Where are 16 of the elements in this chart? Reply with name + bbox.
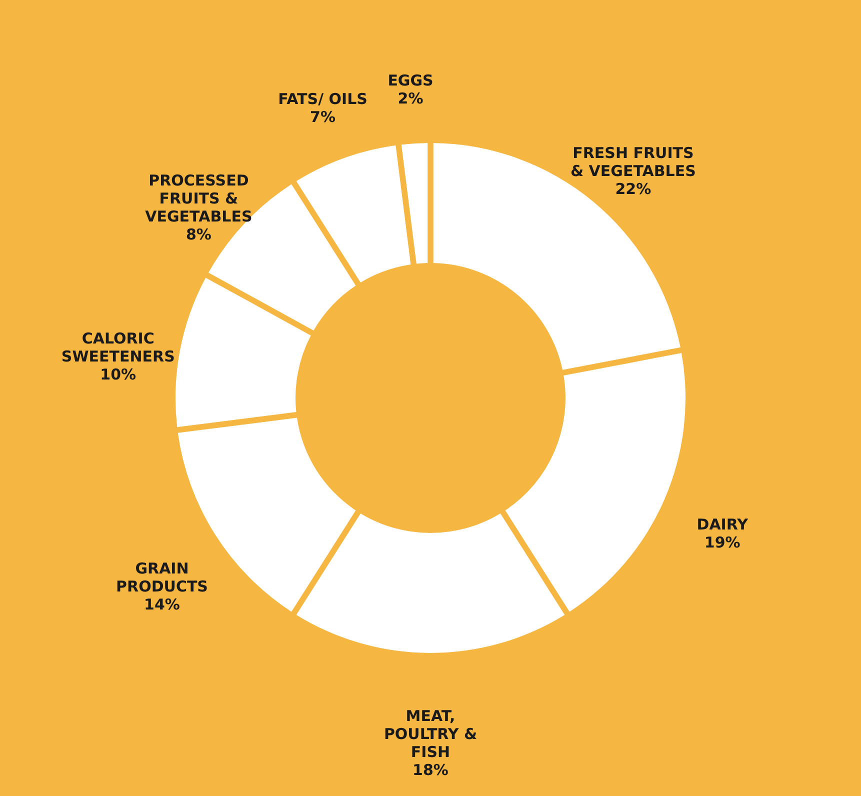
slice-label: EGGS [388,72,434,90]
data-label: 18% [412,761,448,779]
slice-label: MEAT, POULTRY & FISH [384,707,478,761]
slice-label: DAIRY [696,515,750,534]
slice-label: FRESH FRUITS & VEGETABLES [570,144,696,180]
data-label: 14% [144,595,180,614]
data-label: 19% [704,533,740,552]
data-label: 8% [186,225,212,244]
data-label: 10% [100,365,136,384]
slice-label: PROCESSED FRUITS & VEGETABLES [145,171,252,226]
data-label: 7% [310,108,336,126]
data-label: 2% [398,90,424,108]
slice-label: CALORIC SWEETENERS [61,329,175,366]
slice-label: GRAIN PRODUCTS [116,559,208,596]
slice-label: FATS/ OILS [278,90,368,108]
data-label: 22% [615,180,652,198]
